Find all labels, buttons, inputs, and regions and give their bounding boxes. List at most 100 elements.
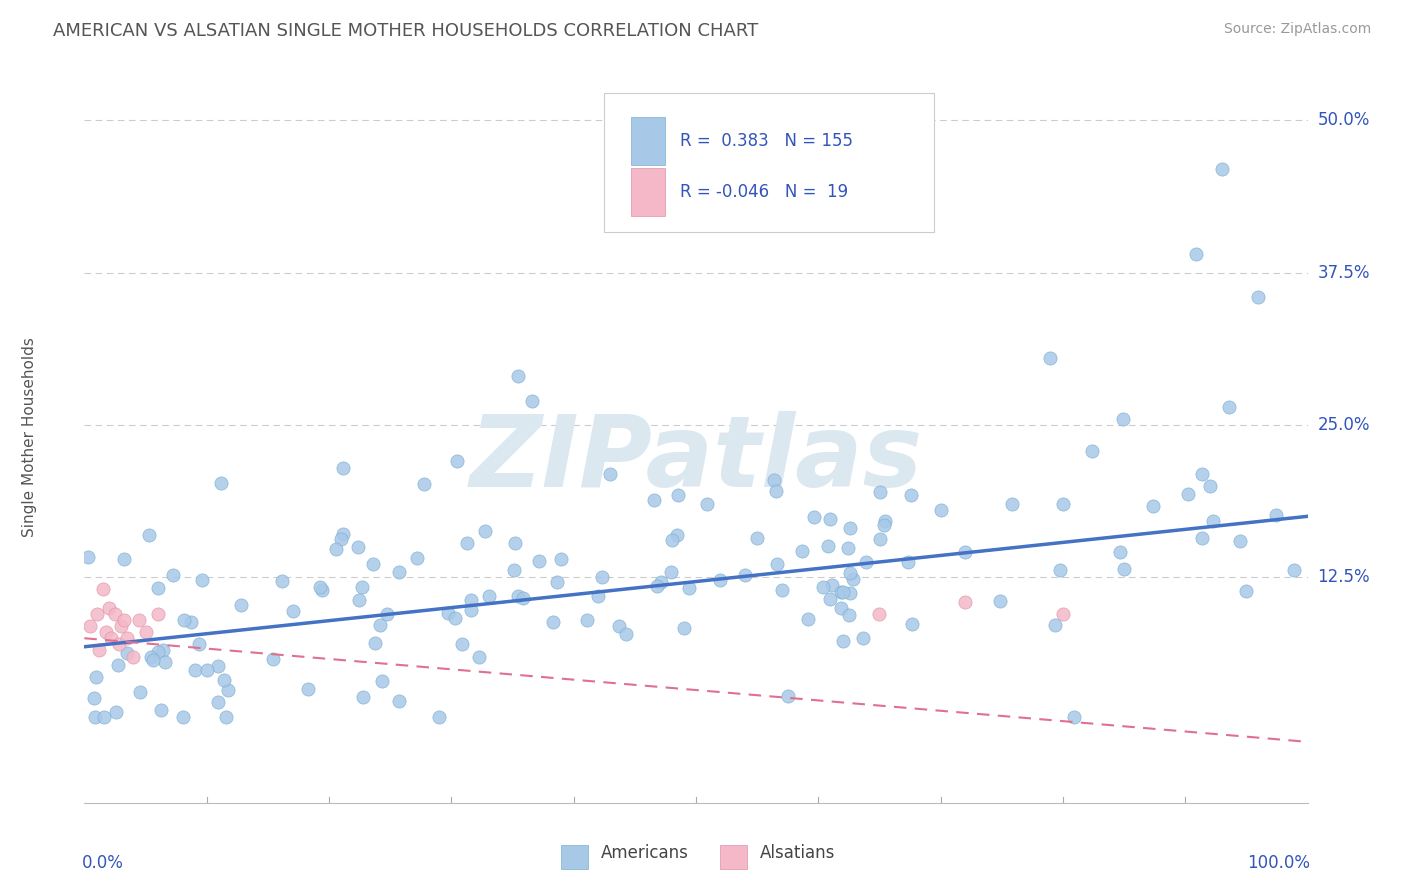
Point (297, 682, 319, 697)
Point (831, 585, 853, 599)
Point (388, 565, 411, 579)
Point (953, 545, 976, 559)
Text: AMERICAN VS ALSATIAN SINGLE MOTHER HOUSEHOLDS CORRELATION CHART: AMERICAN VS ALSATIAN SINGLE MOTHER HOUSE… (53, 22, 759, 40)
Point (1043, 618, 1066, 632)
Point (104, 607, 127, 621)
Point (96, 625, 118, 640)
Text: ZIPatlas: ZIPatlas (470, 410, 922, 508)
Point (153, 655, 176, 669)
Point (813, 580, 835, 594)
Text: R =  0.383   N = 155: R = 0.383 N = 155 (681, 132, 853, 150)
Point (1236, 584, 1258, 599)
Point (897, 555, 920, 569)
Point (852, 632, 875, 646)
Point (368, 618, 391, 632)
Point (352, 690, 374, 705)
Point (207, 659, 229, 673)
Point (1052, 497, 1074, 511)
Point (1177, 487, 1199, 501)
Point (139, 650, 162, 665)
Point (818, 592, 841, 607)
Point (666, 488, 689, 502)
Point (100, 632, 122, 646)
Point (437, 606, 460, 620)
Point (146, 607, 169, 621)
Point (765, 557, 787, 571)
Point (832, 634, 855, 648)
Point (1229, 534, 1251, 549)
Point (229, 598, 252, 612)
Bar (720, 846, 748, 869)
Point (150, 703, 173, 717)
Point (212, 673, 235, 687)
Bar (561, 846, 588, 869)
Point (661, 533, 683, 547)
Point (474, 524, 496, 538)
Point (803, 509, 825, 524)
Point (173, 613, 195, 627)
Point (112, 551, 135, 566)
Point (678, 581, 700, 595)
Point (129, 685, 152, 699)
Point (839, 585, 862, 599)
Text: 25.0%: 25.0% (1317, 416, 1369, 434)
Text: Single Mother Households: Single Mother Households (22, 337, 37, 537)
Point (1191, 531, 1213, 545)
Point (820, 511, 842, 525)
Point (215, 710, 238, 724)
Point (262, 652, 284, 666)
Text: 12.5%: 12.5% (1317, 568, 1369, 586)
Point (146, 581, 169, 595)
Point (146, 645, 169, 659)
Point (1109, 545, 1132, 559)
Point (643, 493, 665, 508)
Point (93, 710, 115, 724)
Point (550, 552, 572, 566)
Point (325, 542, 347, 557)
Point (152, 643, 174, 657)
Point (217, 682, 239, 697)
Point (375, 607, 398, 622)
Point (332, 527, 354, 541)
Point (84, 710, 107, 724)
Point (112, 613, 135, 627)
Point (1246, 290, 1268, 304)
Point (309, 580, 332, 594)
Point (855, 555, 877, 569)
Point (413, 476, 436, 491)
Point (332, 460, 354, 475)
Point (817, 539, 839, 553)
Text: 50.0%: 50.0% (1317, 112, 1369, 129)
Point (765, 484, 787, 499)
Point (104, 705, 127, 719)
Point (460, 593, 482, 607)
Text: 0.0%: 0.0% (82, 854, 124, 872)
Point (115, 646, 138, 660)
Point (508, 589, 530, 603)
Point (195, 663, 218, 677)
Point (209, 476, 232, 491)
Point (110, 619, 132, 633)
Point (609, 619, 631, 633)
Point (107, 657, 129, 672)
Point (838, 566, 860, 580)
Point (709, 573, 731, 587)
Point (747, 531, 769, 545)
Point (107, 637, 129, 651)
Point (79, 619, 101, 633)
Point (311, 582, 333, 597)
Point (467, 649, 489, 664)
Point (1191, 467, 1213, 481)
Point (77, 549, 100, 564)
Text: 37.5%: 37.5% (1317, 263, 1369, 282)
Point (122, 649, 145, 664)
Text: Americans: Americans (600, 844, 689, 863)
Point (762, 473, 785, 487)
Point (529, 554, 551, 568)
Point (451, 637, 474, 651)
Point (183, 663, 205, 677)
Point (87, 643, 110, 657)
Point (614, 627, 637, 641)
Point (329, 532, 352, 546)
Point (387, 694, 409, 708)
